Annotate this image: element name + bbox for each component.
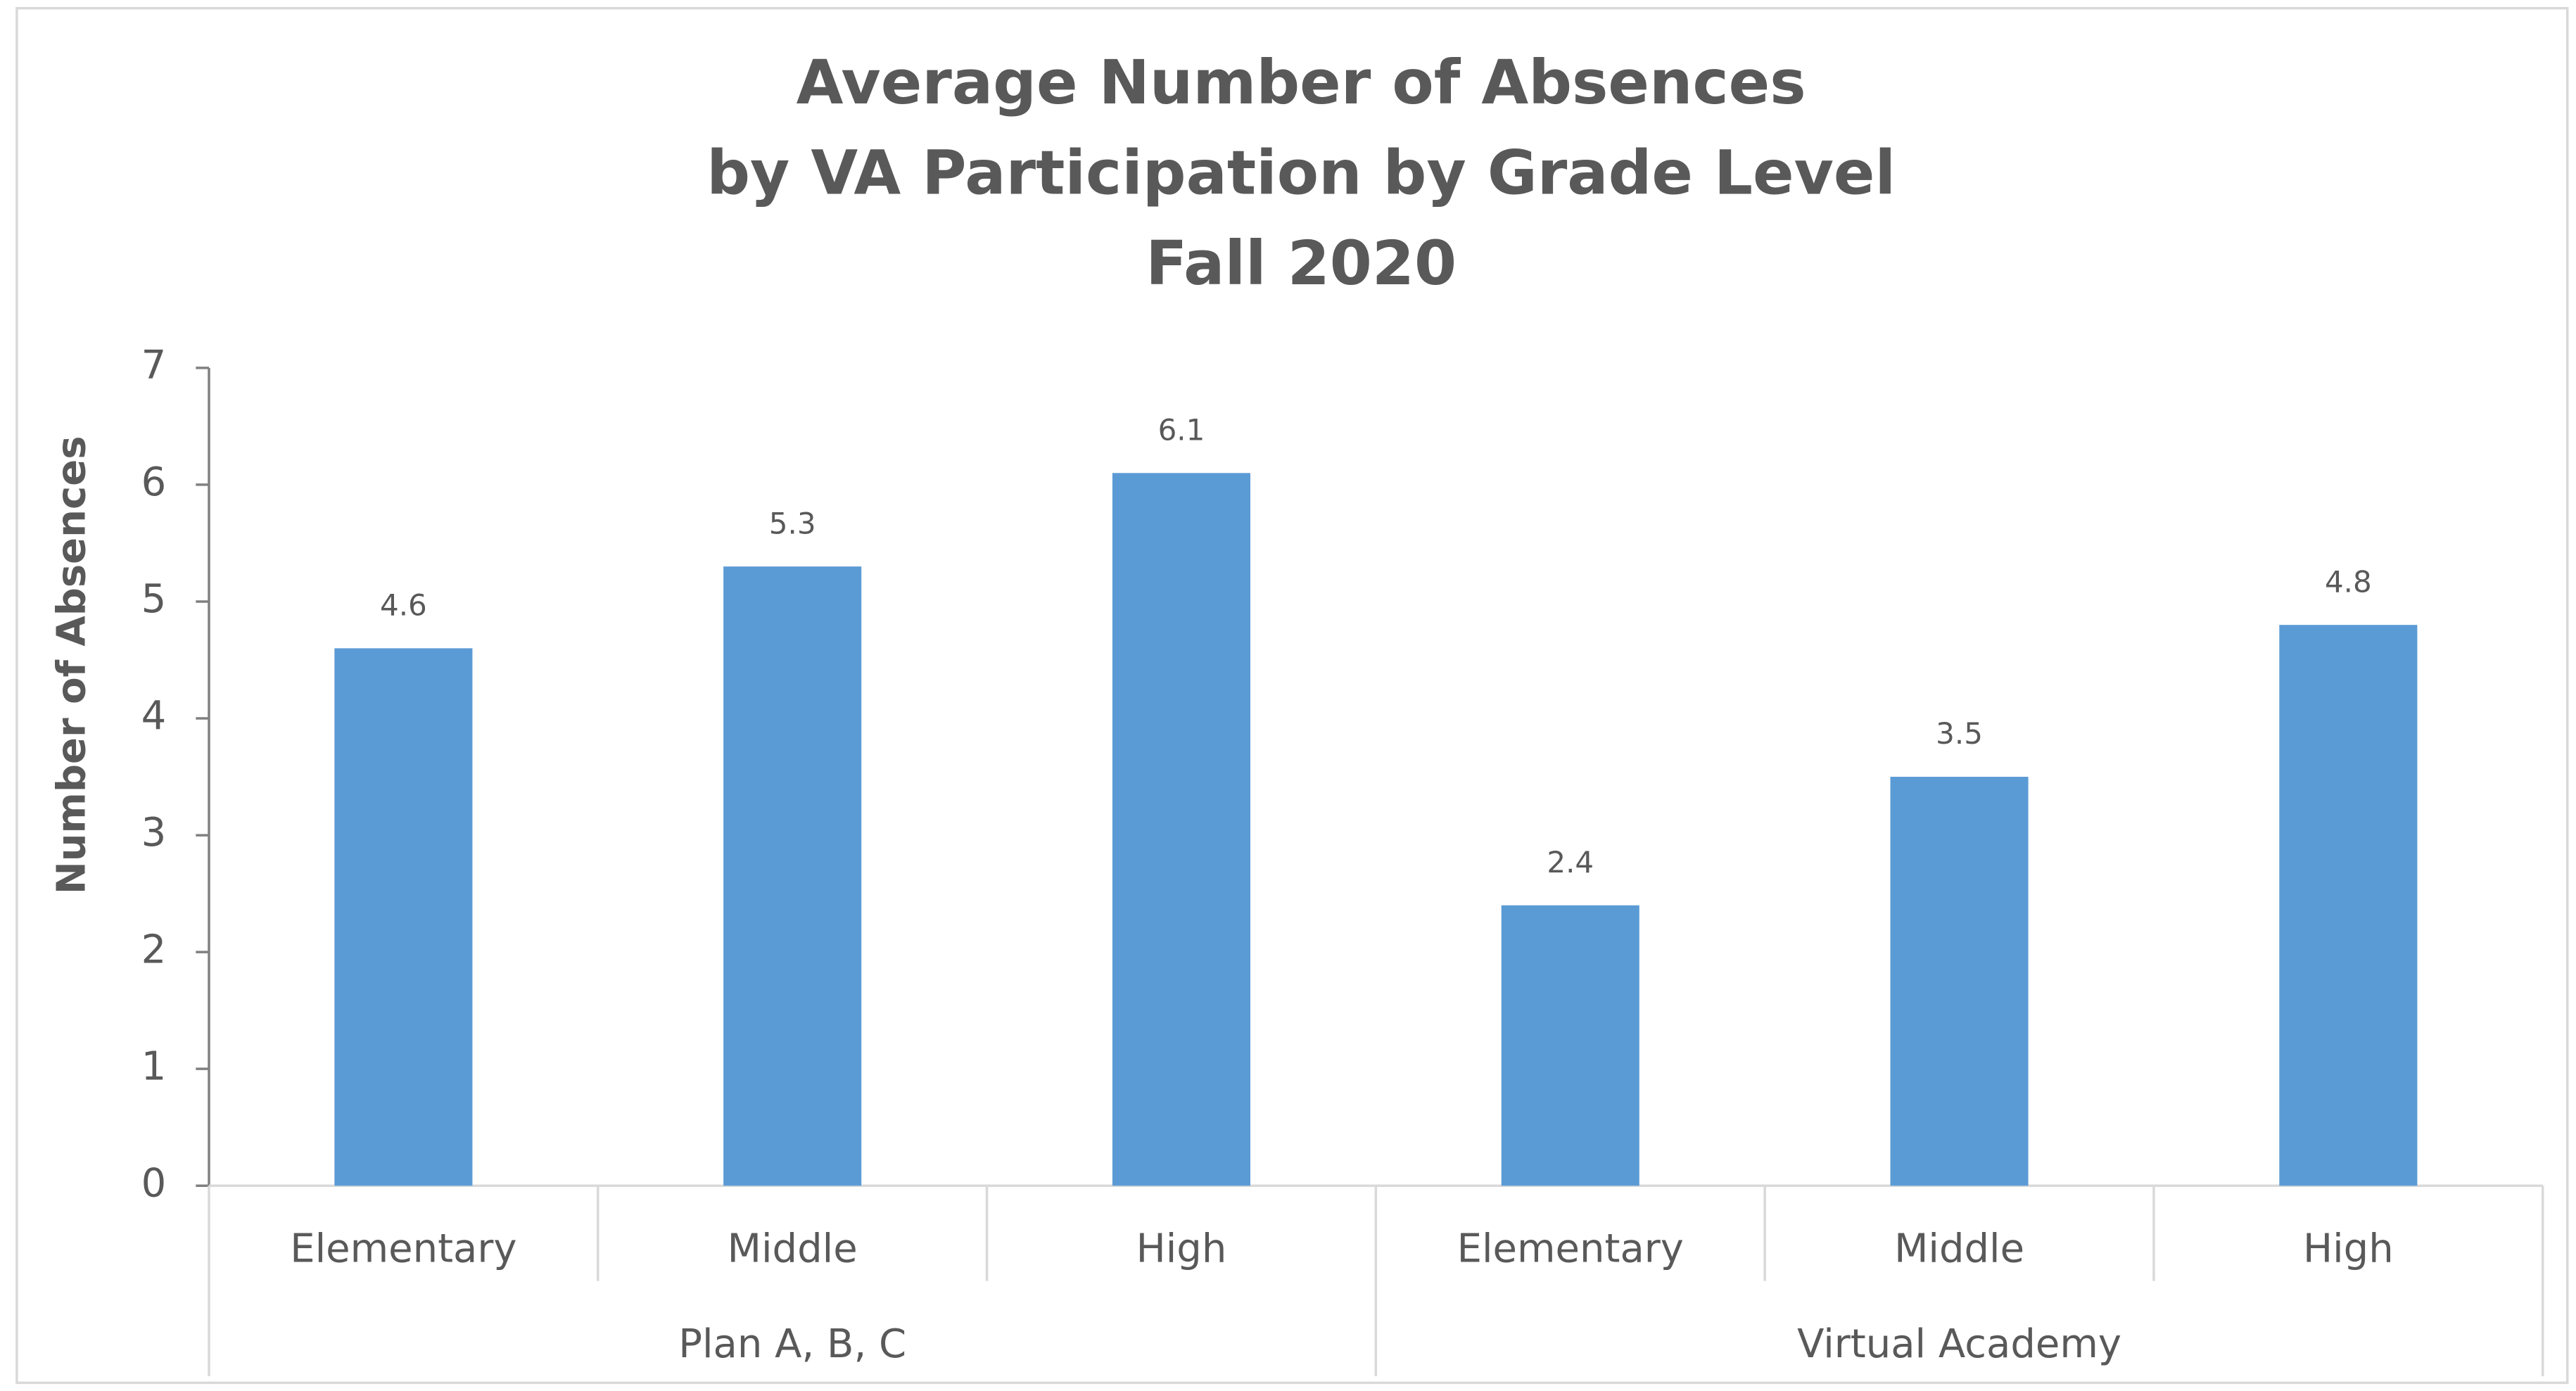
data-label: 2.4 (1547, 845, 1594, 879)
y-tick-label: 7 (141, 343, 167, 388)
chart-title: by VA Participation by Grade Level (706, 139, 1896, 209)
x-tick-label: Middle (728, 1226, 858, 1272)
y-tick-label: 0 (141, 1160, 167, 1206)
x-tick-label: Elementary (1457, 1226, 1684, 1272)
y-tick-label: 6 (141, 459, 167, 505)
data-label: 5.3 (769, 506, 816, 540)
y-tick-label: 5 (141, 576, 167, 622)
bar (723, 566, 862, 1186)
y-tick-label: 1 (141, 1043, 167, 1089)
bar (1501, 905, 1639, 1186)
data-label: 4.8 (2325, 564, 2372, 599)
x-tick-label: Middle (1894, 1226, 2024, 1272)
data-label: 3.5 (1936, 716, 1983, 751)
y-axis-title: Number of Absences (49, 436, 95, 894)
bar (1890, 777, 2029, 1186)
x-tick-label: High (2303, 1226, 2394, 1272)
y-tick-label: 2 (141, 927, 167, 972)
y-tick-label: 3 (141, 810, 167, 856)
y-tick-label: 4 (141, 693, 167, 739)
chart-title: Average Number of Absences (797, 48, 1806, 118)
bar (334, 648, 473, 1186)
data-label: 6.1 (1158, 412, 1205, 447)
data-label: 4.6 (380, 588, 427, 623)
bar (2279, 625, 2418, 1186)
group-label: Plan A, B, C (678, 1321, 906, 1367)
x-tick-label: Elementary (290, 1226, 516, 1272)
chart-title: Fall 2020 (1146, 229, 1457, 299)
group-label: Virtual Academy (1797, 1321, 2121, 1367)
x-tick-label: High (1136, 1226, 1227, 1272)
bar (1112, 473, 1251, 1186)
